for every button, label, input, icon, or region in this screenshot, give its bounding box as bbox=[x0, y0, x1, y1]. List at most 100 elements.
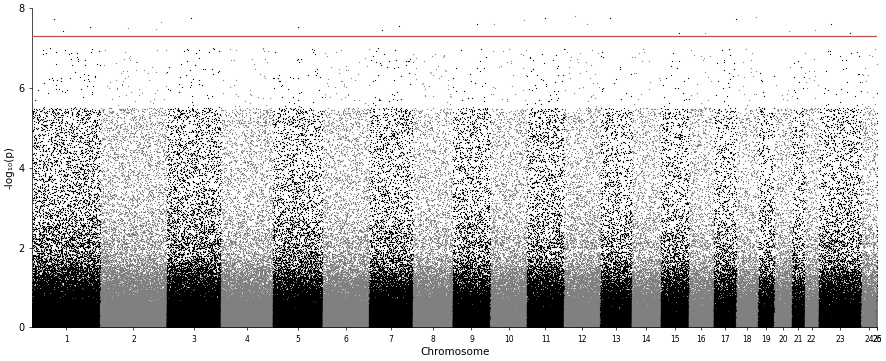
Point bbox=[800, 280, 814, 286]
Point bbox=[62, 273, 76, 279]
Point bbox=[720, 324, 734, 330]
Point bbox=[255, 316, 269, 321]
Point bbox=[136, 148, 150, 154]
Point bbox=[476, 291, 490, 297]
Point bbox=[742, 302, 757, 308]
Point bbox=[289, 318, 303, 323]
Point bbox=[733, 324, 747, 330]
Point bbox=[586, 212, 600, 218]
Point bbox=[365, 291, 379, 296]
Point bbox=[859, 316, 874, 322]
Point bbox=[420, 302, 434, 308]
Point bbox=[595, 318, 609, 323]
Point bbox=[157, 320, 171, 326]
Point bbox=[779, 324, 793, 330]
Point bbox=[250, 321, 264, 327]
Point bbox=[197, 290, 211, 295]
Point bbox=[133, 124, 147, 130]
Point bbox=[206, 313, 221, 319]
Point bbox=[123, 320, 137, 326]
Point bbox=[745, 291, 759, 297]
Point bbox=[675, 296, 689, 301]
Point bbox=[462, 318, 477, 323]
Point bbox=[111, 310, 125, 316]
Point bbox=[552, 324, 566, 330]
Point bbox=[819, 287, 833, 292]
Point bbox=[514, 321, 528, 326]
Point bbox=[601, 309, 615, 314]
Point bbox=[867, 323, 882, 329]
Point bbox=[227, 322, 241, 328]
Point bbox=[833, 309, 847, 315]
Point bbox=[676, 318, 690, 324]
Point bbox=[741, 195, 755, 201]
Point bbox=[828, 303, 843, 308]
Point bbox=[167, 288, 181, 294]
Point bbox=[193, 321, 207, 327]
Point bbox=[671, 315, 685, 321]
Point bbox=[198, 323, 213, 329]
Point bbox=[499, 315, 513, 321]
Point bbox=[742, 236, 756, 242]
Point bbox=[566, 313, 580, 319]
Point bbox=[137, 295, 152, 301]
Point bbox=[196, 320, 210, 326]
Point bbox=[48, 129, 62, 135]
Point bbox=[58, 300, 73, 306]
Point bbox=[101, 197, 115, 203]
Point bbox=[137, 321, 152, 327]
Point bbox=[71, 305, 85, 311]
Point bbox=[55, 299, 69, 304]
Point bbox=[248, 325, 262, 330]
Point bbox=[849, 311, 863, 317]
Point bbox=[339, 318, 354, 324]
Point bbox=[130, 290, 144, 296]
Point bbox=[31, 275, 45, 280]
Point bbox=[703, 138, 718, 143]
Point bbox=[578, 296, 592, 302]
Point bbox=[200, 318, 214, 323]
Point bbox=[351, 301, 365, 307]
Point bbox=[495, 321, 509, 327]
Point bbox=[670, 235, 684, 240]
Point bbox=[759, 265, 773, 270]
Point bbox=[127, 316, 141, 322]
Point bbox=[279, 314, 293, 320]
Point bbox=[391, 323, 405, 329]
Point bbox=[188, 277, 202, 282]
Point bbox=[238, 323, 253, 329]
Point bbox=[701, 310, 715, 316]
Point bbox=[499, 323, 513, 329]
Point bbox=[750, 312, 765, 317]
Point bbox=[322, 194, 336, 200]
Point bbox=[368, 317, 382, 323]
Point bbox=[696, 255, 711, 260]
Point bbox=[36, 297, 51, 303]
Point bbox=[284, 279, 299, 285]
Point bbox=[161, 323, 175, 329]
Point bbox=[270, 321, 284, 326]
Point bbox=[331, 271, 346, 277]
Point bbox=[819, 262, 833, 268]
Point bbox=[486, 316, 501, 322]
Point bbox=[623, 323, 637, 329]
Point bbox=[664, 277, 679, 283]
Point bbox=[777, 232, 791, 238]
Point bbox=[71, 200, 85, 206]
Point bbox=[632, 272, 646, 278]
Point bbox=[303, 324, 317, 330]
Point bbox=[758, 284, 773, 290]
Point bbox=[72, 318, 86, 324]
Point bbox=[244, 291, 258, 297]
Point bbox=[434, 282, 448, 288]
Point bbox=[455, 323, 470, 329]
Point bbox=[330, 234, 345, 240]
Point bbox=[783, 273, 797, 279]
Point bbox=[359, 280, 373, 286]
Point bbox=[700, 277, 714, 283]
Point bbox=[589, 265, 603, 271]
Point bbox=[404, 320, 418, 326]
Point bbox=[321, 285, 335, 291]
Point bbox=[112, 322, 126, 328]
Point bbox=[838, 317, 852, 323]
